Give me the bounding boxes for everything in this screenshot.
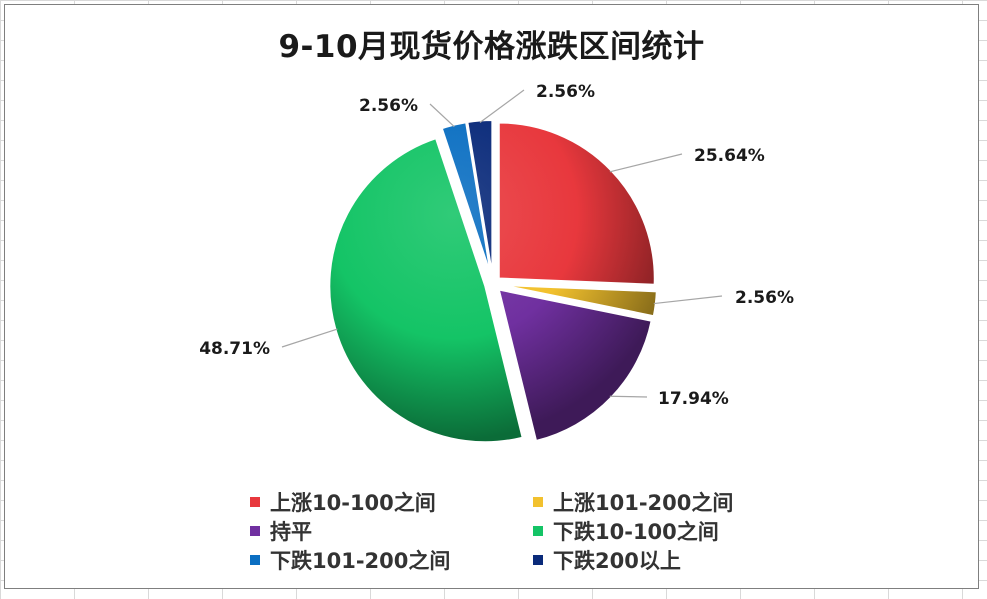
- legend-swatch: [533, 525, 543, 536]
- legend-item-flat: 持平: [250, 517, 533, 544]
- pie-slice-5[interactable]: [466, 119, 494, 277]
- legend-swatch: [533, 554, 543, 565]
- data-label-2: 17.94%: [658, 389, 729, 409]
- chart-legend: 上涨10-100之间 上涨101-200之间 持平 下跌10-100之间 下跌1…: [250, 488, 790, 573]
- data-label-3: 48.71%: [199, 339, 270, 359]
- leader-line-0: [609, 153, 683, 173]
- leader-line-1: [653, 295, 723, 305]
- legend-label: 持平: [270, 519, 312, 544]
- legend-label: 下跌10-100之间: [553, 519, 719, 544]
- chart-title: 9-10月现货价格涨跌区间统计: [278, 29, 705, 65]
- legend-label: 下跌200以上: [553, 548, 681, 573]
- legend-label: 下跌101-200之间: [270, 548, 451, 573]
- data-label-4: 2.56%: [359, 96, 418, 116]
- leader-line-4: [429, 103, 455, 128]
- chart-area[interactable]: 9-10月现货价格涨跌区间统计: [4, 4, 979, 589]
- data-label-1: 2.56%: [735, 288, 794, 308]
- legend-item-rise-10-100: 上涨10-100之间: [250, 488, 533, 515]
- legend-swatch: [533, 496, 543, 507]
- data-label-0: 25.64%: [694, 146, 765, 166]
- legend-swatch: [250, 525, 260, 536]
- legend-item-fall-101-200: 下跌101-200之间: [250, 546, 533, 573]
- pie-slice-3[interactable]: [328, 136, 524, 444]
- pie-slice-2[interactable]: [497, 288, 653, 443]
- legend-label: 上涨10-100之间: [270, 490, 436, 515]
- legend-item-fall-200-plus: 下跌200以上: [533, 546, 790, 573]
- leader-line-5: [479, 89, 525, 124]
- leader-line-3: [281, 328, 338, 348]
- legend-swatch: [250, 496, 260, 507]
- legend-label: 上涨101-200之间: [553, 490, 734, 515]
- legend-item-rise-101-200: 上涨101-200之间: [533, 488, 790, 515]
- pie-slice-4[interactable]: [440, 121, 493, 277]
- leader-line-2: [609, 395, 648, 398]
- legend-swatch: [250, 554, 260, 565]
- pie-slice-0[interactable]: [497, 121, 656, 286]
- data-label-5: 2.56%: [536, 82, 595, 102]
- legend-item-fall-10-100: 下跌10-100之间: [533, 517, 790, 544]
